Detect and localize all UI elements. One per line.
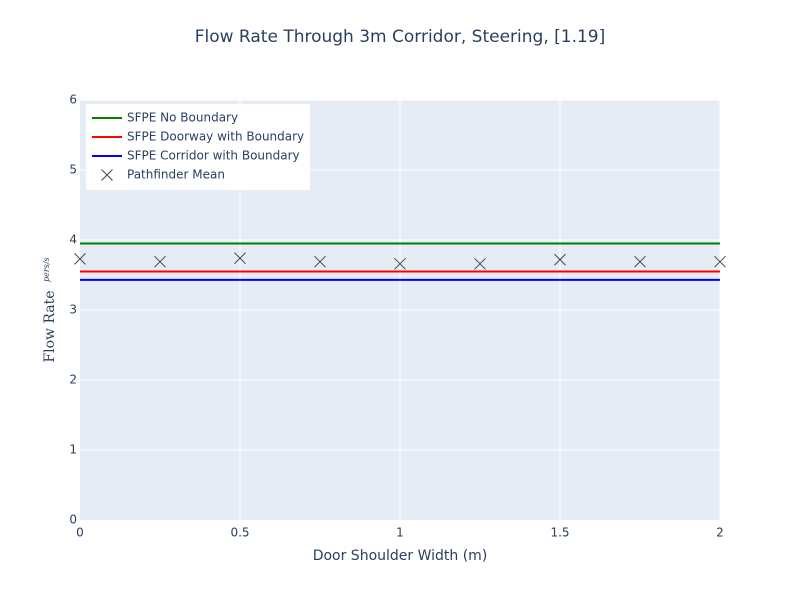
x-tick-label: 0 <box>76 526 84 540</box>
y-tick-label: 3 <box>69 303 77 317</box>
x-tick-label: 0.5 <box>230 526 249 540</box>
y-tick-label: 0 <box>69 513 77 527</box>
y-tick-label: 4 <box>69 233 77 247</box>
legend-item-label[interactable]: SFPE Corridor with Boundary <box>127 149 300 163</box>
svg-text:Flow Rate pers/s: Flow Rate pers/s <box>42 257 58 362</box>
data-point <box>74 253 86 265</box>
y-tick-label: 6 <box>69 93 77 107</box>
x-tick-label: 2 <box>716 526 724 540</box>
legend-item-label[interactable]: SFPE Doorway with Boundary <box>127 130 304 144</box>
x-tick-label: 1.5 <box>550 526 569 540</box>
legend-swatch <box>101 169 113 181</box>
y-axis-unit: pers/s <box>42 257 51 282</box>
legend-box <box>86 104 310 190</box>
y-axis-title-text: Flow Rate <box>42 290 58 362</box>
legend-item-label[interactable]: SFPE No Boundary <box>127 111 238 125</box>
data-point <box>154 255 166 268</box>
data-point <box>554 253 566 266</box>
x-tick-label: 1 <box>396 526 404 540</box>
y-axis-ticks: 0 1 2 3 4 5 6 <box>69 93 77 527</box>
x-axis-title: Door Shoulder Width (m) <box>313 548 488 564</box>
data-point <box>714 255 726 268</box>
y-tick-label: 5 <box>69 163 77 177</box>
legend-item-label[interactable]: Pathfinder Mean <box>127 168 225 182</box>
data-point <box>314 255 326 268</box>
data-point <box>474 257 486 270</box>
y-axis-title: Flow Rate pers/s <box>42 257 58 362</box>
legend[interactable]: SFPE No Boundary SFPE Doorway with Bounda… <box>86 104 310 190</box>
chart-marks <box>74 242 726 281</box>
data-point <box>394 257 406 270</box>
y-tick-label: 2 <box>69 373 77 387</box>
chart-title: Flow Rate Through 3m Corridor, Steering,… <box>195 27 606 47</box>
data-point <box>234 252 246 265</box>
x-axis-ticks: 0 0.5 1 1.5 2 <box>76 526 724 540</box>
y-tick-label: 1 <box>69 443 77 457</box>
data-point <box>634 255 646 268</box>
